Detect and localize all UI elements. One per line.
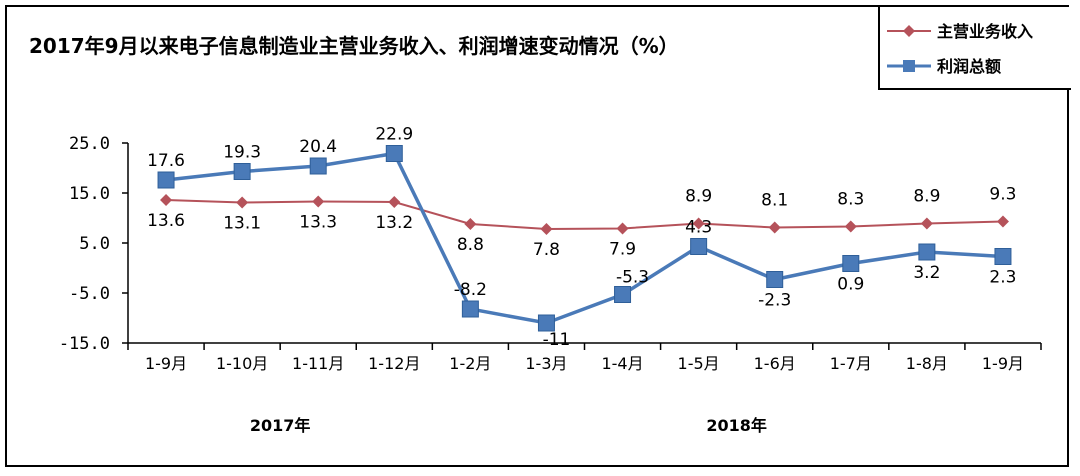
legend-marker-diamond bbox=[903, 25, 915, 37]
profit-point bbox=[309, 157, 327, 175]
revenue-point bbox=[616, 222, 629, 235]
profit-data-label: 2.3 bbox=[989, 268, 1016, 288]
profit-point bbox=[385, 145, 403, 162]
series-line-profit bbox=[165, 151, 1004, 325]
y-tick-label: 5.0 bbox=[79, 234, 110, 254]
year-group-labels: 2017年 2018年 bbox=[250, 416, 767, 435]
profit-point bbox=[614, 286, 632, 303]
revenue-data-label: 13.2 bbox=[375, 213, 413, 233]
revenue-point bbox=[692, 217, 705, 230]
profit-point bbox=[233, 163, 251, 180]
profit-data-label: 19.3 bbox=[223, 143, 261, 163]
revenue-data-label: 9.3 bbox=[989, 185, 1016, 205]
year-label: 2017年 bbox=[250, 416, 311, 435]
profit-point bbox=[766, 271, 784, 288]
revenue-data-label: 8.3 bbox=[837, 190, 864, 210]
legend-box bbox=[878, 7, 1071, 90]
legend-marker-square bbox=[903, 60, 915, 72]
revenue-data-label: 7.8 bbox=[533, 240, 560, 260]
revenue-point bbox=[844, 220, 857, 233]
y-tick-labels: 25.0 15.0 5.0 -5.0 -15.0 bbox=[59, 134, 110, 354]
x-tick-label: 1-10月 bbox=[216, 354, 268, 373]
profit-data-label: 22.9 bbox=[375, 125, 413, 145]
profit-data-label: -8.2 bbox=[454, 280, 487, 300]
revenue-data-label: 7.9 bbox=[609, 240, 636, 260]
x-tick-label: 1-9月 bbox=[145, 354, 187, 373]
x-tick-label: 1-4月 bbox=[601, 354, 643, 373]
profit-data-label: 4.3 bbox=[685, 218, 712, 238]
revenue-point bbox=[768, 221, 781, 234]
axes bbox=[122, 142, 1042, 350]
profit-point bbox=[842, 255, 860, 272]
revenue-point bbox=[920, 217, 933, 230]
series-lines bbox=[165, 151, 1004, 325]
revenue-data-label: 8.8 bbox=[457, 235, 484, 255]
profit-data-label: 17.6 bbox=[147, 151, 185, 171]
profit-point bbox=[461, 300, 479, 318]
x-tick-label: 1-5月 bbox=[678, 354, 720, 373]
profit-data-label: -11 bbox=[543, 330, 571, 350]
legend-label-revenue: 主营业务收入 bbox=[937, 22, 1033, 41]
revenue-data-label: 8.1 bbox=[761, 191, 788, 211]
profit-point bbox=[994, 248, 1012, 265]
y-tick-label: -5.0 bbox=[69, 284, 110, 304]
profit-point bbox=[537, 314, 555, 332]
x-tick-label: 1-6月 bbox=[754, 354, 796, 373]
profit-data-label: 3.2 bbox=[913, 263, 940, 283]
profit-data-label: -5.3 bbox=[616, 268, 649, 288]
revenue-point bbox=[996, 215, 1009, 228]
profit-point bbox=[157, 171, 175, 189]
revenue-data-label: 13.6 bbox=[147, 211, 185, 231]
revenue-point bbox=[464, 218, 477, 230]
x-tick-label: 1-9月 bbox=[982, 354, 1024, 373]
y-tick-label: 15.0 bbox=[69, 184, 110, 204]
revenue-point bbox=[312, 195, 325, 208]
revenue-data-label: 13.3 bbox=[299, 213, 337, 233]
revenue-point bbox=[160, 194, 173, 206]
x-tick-label: 1-2月 bbox=[449, 354, 491, 373]
revenue-data-label: 8.9 bbox=[685, 187, 712, 207]
line-chart: 2017年9月以来电子信息制造业主营业务收入、利润增速变动情况（%） 25.0 1… bbox=[29, 7, 1071, 435]
y-tick-label: -15.0 bbox=[59, 334, 110, 354]
data-labels: 13.6 13.1 13.3 13.2 8.8 7.8 7.9 8.9 8.1 8.3 8.9 9.3… bbox=[147, 125, 1016, 351]
year-label: 2018年 bbox=[706, 416, 767, 435]
legend-label-profit: 利润总额 bbox=[937, 57, 1001, 76]
revenue-data-label: 8.9 bbox=[913, 187, 940, 207]
series-line-revenue bbox=[166, 199, 1003, 231]
revenue-point bbox=[236, 196, 249, 209]
x-tick-label: 1-11月 bbox=[292, 354, 344, 373]
x-tick-label: 1-12月 bbox=[368, 354, 420, 373]
x-tick-label: 1-3月 bbox=[525, 354, 567, 373]
profit-data-label: 20.4 bbox=[299, 137, 337, 157]
legend: 主营业务收入 利润总额 bbox=[878, 7, 1071, 90]
revenue-point bbox=[388, 196, 401, 208]
revenue-data-label: 13.1 bbox=[223, 214, 261, 234]
profit-data-label: 0.9 bbox=[837, 275, 864, 295]
chart-title: 2017年9月以来电子信息制造业主营业务收入、利润增速变动情况（%） bbox=[29, 34, 679, 58]
series-markers bbox=[157, 145, 1012, 332]
x-tick-label: 1-7月 bbox=[830, 354, 872, 373]
profit-data-label: -2.3 bbox=[758, 291, 791, 311]
profit-point bbox=[690, 238, 708, 255]
y-tick-label: 25.0 bbox=[69, 134, 110, 154]
chart-frame: 2017年9月以来电子信息制造业主营业务收入、利润增速变动情况（%） 25.0 1… bbox=[5, 5, 1071, 467]
revenue-point bbox=[540, 223, 553, 235]
x-tick-label: 1-8月 bbox=[906, 354, 948, 373]
x-tick-labels: 1-9月 1-10月 1-11月 1-12月 1-2月 1-3月 1-4月 1-5月 1-6月 1… bbox=[145, 354, 1024, 373]
profit-point bbox=[918, 243, 936, 261]
